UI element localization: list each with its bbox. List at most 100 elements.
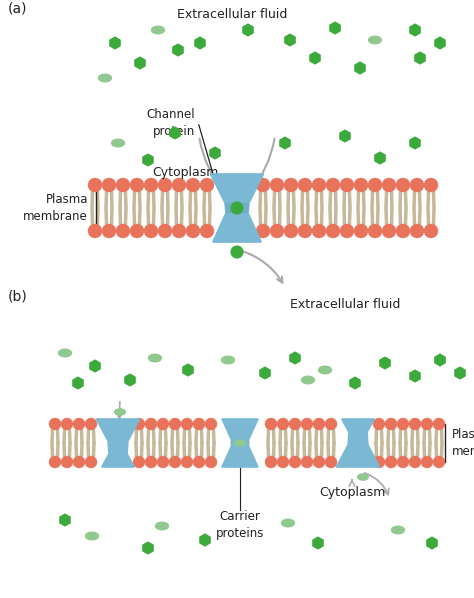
Circle shape (158, 224, 172, 238)
Ellipse shape (115, 409, 126, 415)
Circle shape (313, 456, 325, 468)
Polygon shape (170, 127, 180, 139)
Circle shape (102, 178, 116, 192)
Circle shape (49, 418, 61, 430)
Text: Channel
protein: Channel protein (146, 108, 195, 138)
Circle shape (181, 456, 193, 468)
Circle shape (325, 456, 337, 468)
Polygon shape (355, 62, 365, 74)
Circle shape (231, 202, 243, 214)
Circle shape (382, 178, 396, 192)
Ellipse shape (155, 522, 169, 530)
Polygon shape (222, 419, 258, 467)
Ellipse shape (392, 526, 405, 534)
Circle shape (433, 456, 445, 468)
Circle shape (88, 178, 102, 192)
Circle shape (313, 418, 325, 430)
Circle shape (205, 418, 217, 430)
Polygon shape (427, 537, 437, 549)
Circle shape (116, 178, 130, 192)
Circle shape (193, 456, 205, 468)
Polygon shape (330, 22, 340, 34)
Circle shape (205, 456, 217, 468)
Polygon shape (210, 174, 264, 242)
Circle shape (373, 456, 385, 468)
Polygon shape (143, 154, 153, 166)
Circle shape (424, 178, 438, 192)
Ellipse shape (151, 26, 164, 34)
Text: Carrier
proteins: Carrier proteins (216, 510, 264, 540)
Polygon shape (195, 37, 205, 49)
Circle shape (61, 456, 73, 468)
Circle shape (133, 418, 145, 430)
Polygon shape (310, 52, 320, 64)
Circle shape (85, 456, 97, 468)
Circle shape (172, 224, 186, 238)
Circle shape (368, 178, 382, 192)
Polygon shape (410, 370, 420, 382)
Circle shape (157, 456, 169, 468)
Polygon shape (210, 147, 220, 159)
Polygon shape (60, 514, 70, 526)
Circle shape (133, 456, 145, 468)
Circle shape (289, 418, 301, 430)
Text: Extracellular fluid: Extracellular fluid (290, 298, 400, 311)
Text: (b): (b) (8, 290, 28, 304)
Ellipse shape (148, 354, 162, 362)
Circle shape (410, 178, 424, 192)
Polygon shape (313, 537, 323, 549)
Ellipse shape (235, 440, 246, 446)
Circle shape (326, 224, 340, 238)
Ellipse shape (319, 366, 332, 374)
Circle shape (284, 224, 298, 238)
Circle shape (410, 224, 424, 238)
Circle shape (368, 224, 382, 238)
Polygon shape (410, 137, 420, 149)
Circle shape (397, 418, 409, 430)
Polygon shape (243, 24, 253, 36)
Circle shape (116, 224, 130, 238)
Circle shape (421, 418, 433, 430)
Circle shape (73, 456, 85, 468)
Circle shape (186, 178, 200, 192)
Text: Extracellular fluid: Extracellular fluid (177, 8, 287, 21)
Circle shape (169, 418, 181, 430)
Polygon shape (183, 364, 193, 376)
Circle shape (433, 418, 445, 430)
Polygon shape (110, 37, 120, 49)
Circle shape (88, 224, 102, 238)
Circle shape (270, 224, 284, 238)
Circle shape (256, 224, 270, 238)
Circle shape (231, 246, 243, 258)
Polygon shape (290, 352, 300, 364)
Circle shape (144, 224, 158, 238)
Ellipse shape (85, 532, 99, 540)
Text: (a): (a) (8, 1, 27, 15)
Polygon shape (73, 377, 83, 389)
Polygon shape (143, 542, 153, 554)
Circle shape (270, 178, 284, 192)
Ellipse shape (99, 74, 111, 82)
Ellipse shape (111, 139, 125, 147)
Circle shape (61, 418, 73, 430)
Polygon shape (375, 152, 385, 164)
Text: Plasma
membrane: Plasma membrane (452, 428, 474, 458)
Circle shape (312, 224, 326, 238)
Text: Cytoplasm: Cytoplasm (152, 166, 218, 179)
Circle shape (424, 224, 438, 238)
Circle shape (181, 418, 193, 430)
Circle shape (385, 418, 397, 430)
Polygon shape (337, 419, 380, 467)
Circle shape (85, 418, 97, 430)
Circle shape (298, 224, 312, 238)
Circle shape (340, 178, 354, 192)
Circle shape (193, 418, 205, 430)
Circle shape (130, 224, 144, 238)
Circle shape (396, 178, 410, 192)
Circle shape (340, 224, 354, 238)
Polygon shape (435, 354, 445, 366)
Ellipse shape (282, 519, 295, 527)
Circle shape (284, 178, 298, 192)
Circle shape (385, 456, 397, 468)
Polygon shape (410, 24, 420, 36)
